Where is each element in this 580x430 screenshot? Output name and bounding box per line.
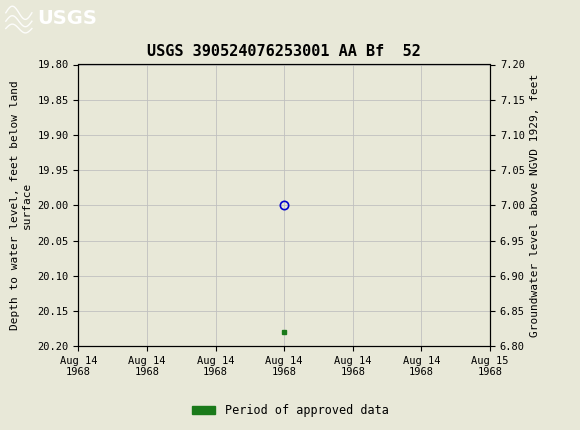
Legend: Period of approved data: Period of approved data bbox=[187, 399, 393, 422]
Y-axis label: Depth to water level, feet below land
surface: Depth to water level, feet below land su… bbox=[10, 80, 32, 330]
Text: USGS: USGS bbox=[38, 9, 97, 28]
Y-axis label: Groundwater level above NGVD 1929, feet: Groundwater level above NGVD 1929, feet bbox=[530, 74, 541, 337]
Title: USGS 390524076253001 AA Bf  52: USGS 390524076253001 AA Bf 52 bbox=[147, 44, 421, 59]
